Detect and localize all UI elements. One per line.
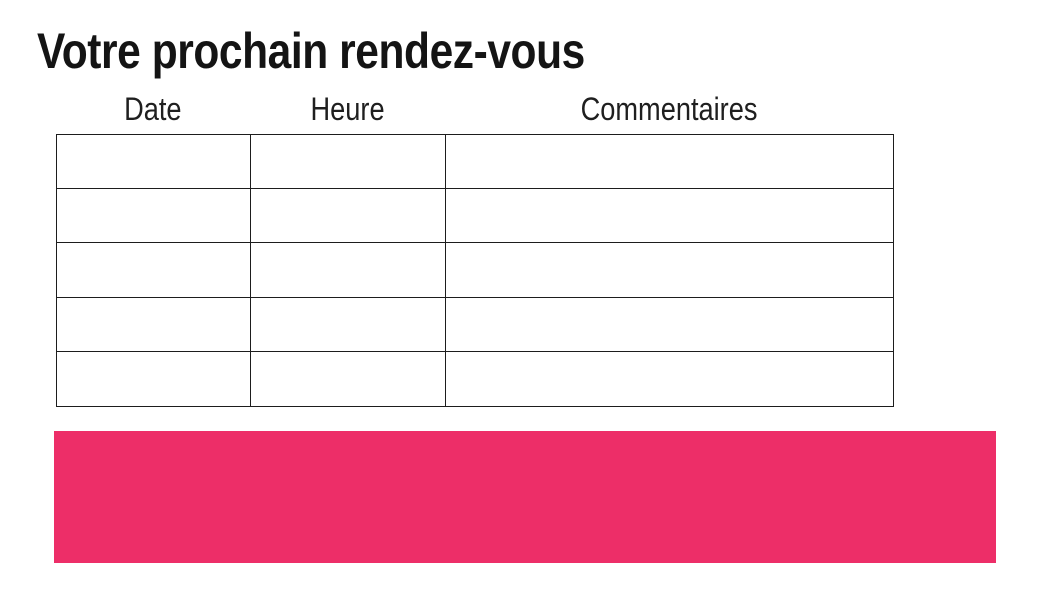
table-cell-date bbox=[57, 351, 251, 406]
table-cell-heure bbox=[251, 297, 446, 351]
table-row bbox=[57, 189, 893, 244]
table-cell-date bbox=[57, 189, 251, 243]
column-header-heure-label: Heure bbox=[310, 91, 385, 127]
table-header-row: Date Heure Commentaires bbox=[56, 93, 894, 131]
column-header-heure: Heure bbox=[250, 93, 445, 131]
table-row bbox=[57, 135, 893, 190]
table-row bbox=[57, 297, 893, 352]
column-header-date-label: Date bbox=[124, 91, 182, 127]
table-cell-heure bbox=[251, 135, 446, 189]
table-cell-date bbox=[57, 297, 251, 351]
page-title: Votre prochain rendez-vous bbox=[37, 23, 585, 79]
column-header-commentaires-label: Commentaires bbox=[581, 91, 758, 127]
table-cell-heure bbox=[251, 351, 446, 406]
highlight-bar bbox=[54, 431, 996, 563]
table-row bbox=[57, 351, 893, 406]
table-cell-heure bbox=[251, 243, 446, 297]
table-cell-commentaires bbox=[446, 135, 893, 188]
table-cell-commentaires bbox=[446, 352, 893, 406]
table-cell-commentaires bbox=[446, 189, 893, 242]
appointments-table bbox=[56, 134, 894, 407]
table-cell-commentaires bbox=[446, 298, 893, 351]
table-cell-commentaires bbox=[446, 243, 893, 296]
column-header-date: Date bbox=[56, 93, 250, 131]
table-cell-date bbox=[57, 135, 251, 189]
table-row bbox=[57, 243, 893, 298]
table-cell-heure bbox=[251, 189, 446, 243]
table-cell-date bbox=[57, 243, 251, 297]
column-header-commentaires: Commentaires bbox=[445, 93, 894, 131]
